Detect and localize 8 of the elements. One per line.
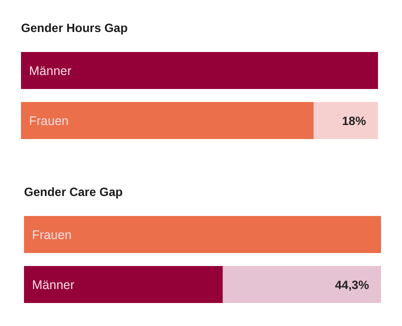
category-label: Frauen	[32, 228, 72, 242]
category-label: Männer	[32, 278, 74, 292]
chart-title: Gender Care Gap	[24, 185, 123, 199]
data-label: 44,3%	[334, 278, 370, 292]
category-label: Männer	[29, 64, 72, 78]
chart-title: Gender Hours Gap	[21, 21, 128, 35]
data-label: 18%	[342, 114, 366, 128]
category-label: Frauen	[29, 114, 69, 128]
